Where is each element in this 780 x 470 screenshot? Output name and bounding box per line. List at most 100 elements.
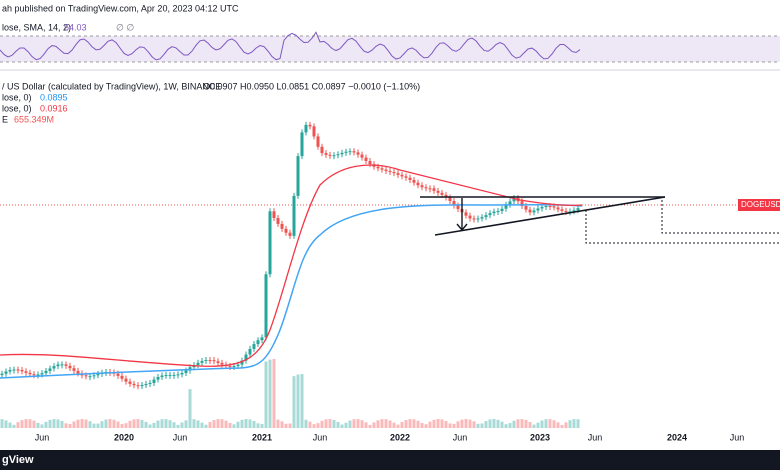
- volume-bar: [140, 419, 144, 428]
- candle-body: [312, 126, 316, 137]
- candle-body: [132, 383, 136, 386]
- candle-body: [236, 364, 240, 367]
- volume-bar: [64, 423, 68, 428]
- volume-bar: [468, 419, 472, 428]
- candle-body: [252, 344, 256, 349]
- volume-bar: [500, 421, 504, 428]
- x-tick-label: Jun: [35, 432, 50, 442]
- volume-bar: [360, 420, 364, 428]
- candle-body: [432, 188, 436, 191]
- candle-body: [544, 206, 548, 208]
- candle-body: [232, 366, 236, 368]
- volume-bar: [568, 420, 572, 428]
- candle-body: [68, 365, 72, 369]
- candle-body: [180, 372, 184, 375]
- volume-bar: [388, 420, 392, 428]
- candle-body: [424, 187, 428, 189]
- publisher-line: ah published on TradingView.com, Apr 20,…: [2, 3, 239, 13]
- volume-bar: [208, 422, 212, 428]
- candle-body: [276, 217, 280, 224]
- volume-bar: [8, 422, 12, 428]
- candle-body: [328, 154, 332, 156]
- candle-body: [24, 371, 28, 373]
- candle-body: [76, 370, 80, 374]
- volume-bar: [328, 419, 332, 428]
- volume-bar: [548, 419, 552, 428]
- candle-body: [392, 172, 396, 174]
- volume-bar: [452, 423, 456, 428]
- volume-bar: [316, 423, 320, 428]
- volume-bar: [196, 420, 200, 428]
- volume-bar: [364, 422, 368, 428]
- volume-bar: [80, 419, 84, 428]
- volume-bar: [84, 419, 88, 428]
- candle-body: [228, 366, 232, 368]
- x-tick-label: 2021: [252, 432, 272, 442]
- candle-body: [4, 371, 8, 374]
- volume-bar: [560, 424, 564, 428]
- volume-value: 655.349M: [14, 114, 54, 124]
- candle-body: [172, 374, 176, 376]
- candle-body: [32, 374, 36, 376]
- ma2-label: lose, 0): [2, 103, 32, 113]
- volume-bar: [212, 420, 216, 428]
- x-tick-label: Jun: [730, 432, 745, 442]
- volume-bar: [504, 424, 508, 428]
- candle-body: [388, 171, 392, 173]
- volume-bar: [292, 376, 296, 428]
- volume-bar: [124, 423, 128, 428]
- candle-body: [364, 157, 368, 161]
- candle-body: [540, 206, 544, 209]
- candle-body: [220, 362, 224, 365]
- candle-body: [492, 211, 496, 214]
- candle-body: [48, 368, 52, 371]
- candle-body: [208, 360, 212, 362]
- volume-bar: [488, 419, 492, 428]
- candle-body: [88, 376, 92, 378]
- volume-bar: [184, 420, 188, 428]
- candle-body: [60, 364, 64, 366]
- candle-body: [376, 166, 380, 169]
- candle-body: [352, 151, 356, 153]
- sma-blue: [0, 204, 583, 379]
- volume-bar: [204, 424, 208, 428]
- volume-bar: [544, 419, 548, 428]
- footer-brand: gView: [2, 454, 34, 466]
- candle-body: [64, 364, 68, 366]
- candle-body: [256, 340, 260, 345]
- volume-bar: [188, 389, 192, 428]
- volume-bar: [348, 420, 352, 428]
- volume-bar: [232, 424, 236, 428]
- x-tick-label: 2020: [114, 432, 134, 442]
- volume-bar: [464, 419, 468, 428]
- candle-body: [360, 154, 364, 158]
- candle-body: [332, 155, 336, 157]
- volume-bar: [284, 423, 288, 428]
- volume-bar: [148, 424, 152, 428]
- volume-bar: [276, 419, 280, 428]
- volume-bar: [272, 359, 276, 428]
- volume-bar: [100, 421, 104, 428]
- volume-bar: [168, 420, 172, 428]
- candle-body: [316, 136, 320, 147]
- volume-bar: [172, 422, 176, 428]
- x-tick-label: 2024: [667, 432, 687, 442]
- candle-body: [20, 369, 24, 372]
- rsi-extra: ∅ ∅: [116, 22, 134, 32]
- volume-bar: [444, 421, 448, 428]
- volume-bar: [68, 423, 72, 428]
- volume-bar: [564, 422, 568, 428]
- volume-bar: [384, 419, 388, 428]
- volume-bar: [460, 419, 464, 428]
- candle-body: [400, 174, 404, 177]
- volume-bar: [540, 420, 544, 428]
- volume-bar: [296, 374, 300, 428]
- candle-body: [176, 374, 180, 376]
- volume-bar: [76, 419, 80, 428]
- candle-body: [16, 369, 20, 371]
- rsi-value: 54.03: [64, 22, 87, 32]
- candle-body: [212, 360, 216, 362]
- volume-bar: [556, 422, 560, 428]
